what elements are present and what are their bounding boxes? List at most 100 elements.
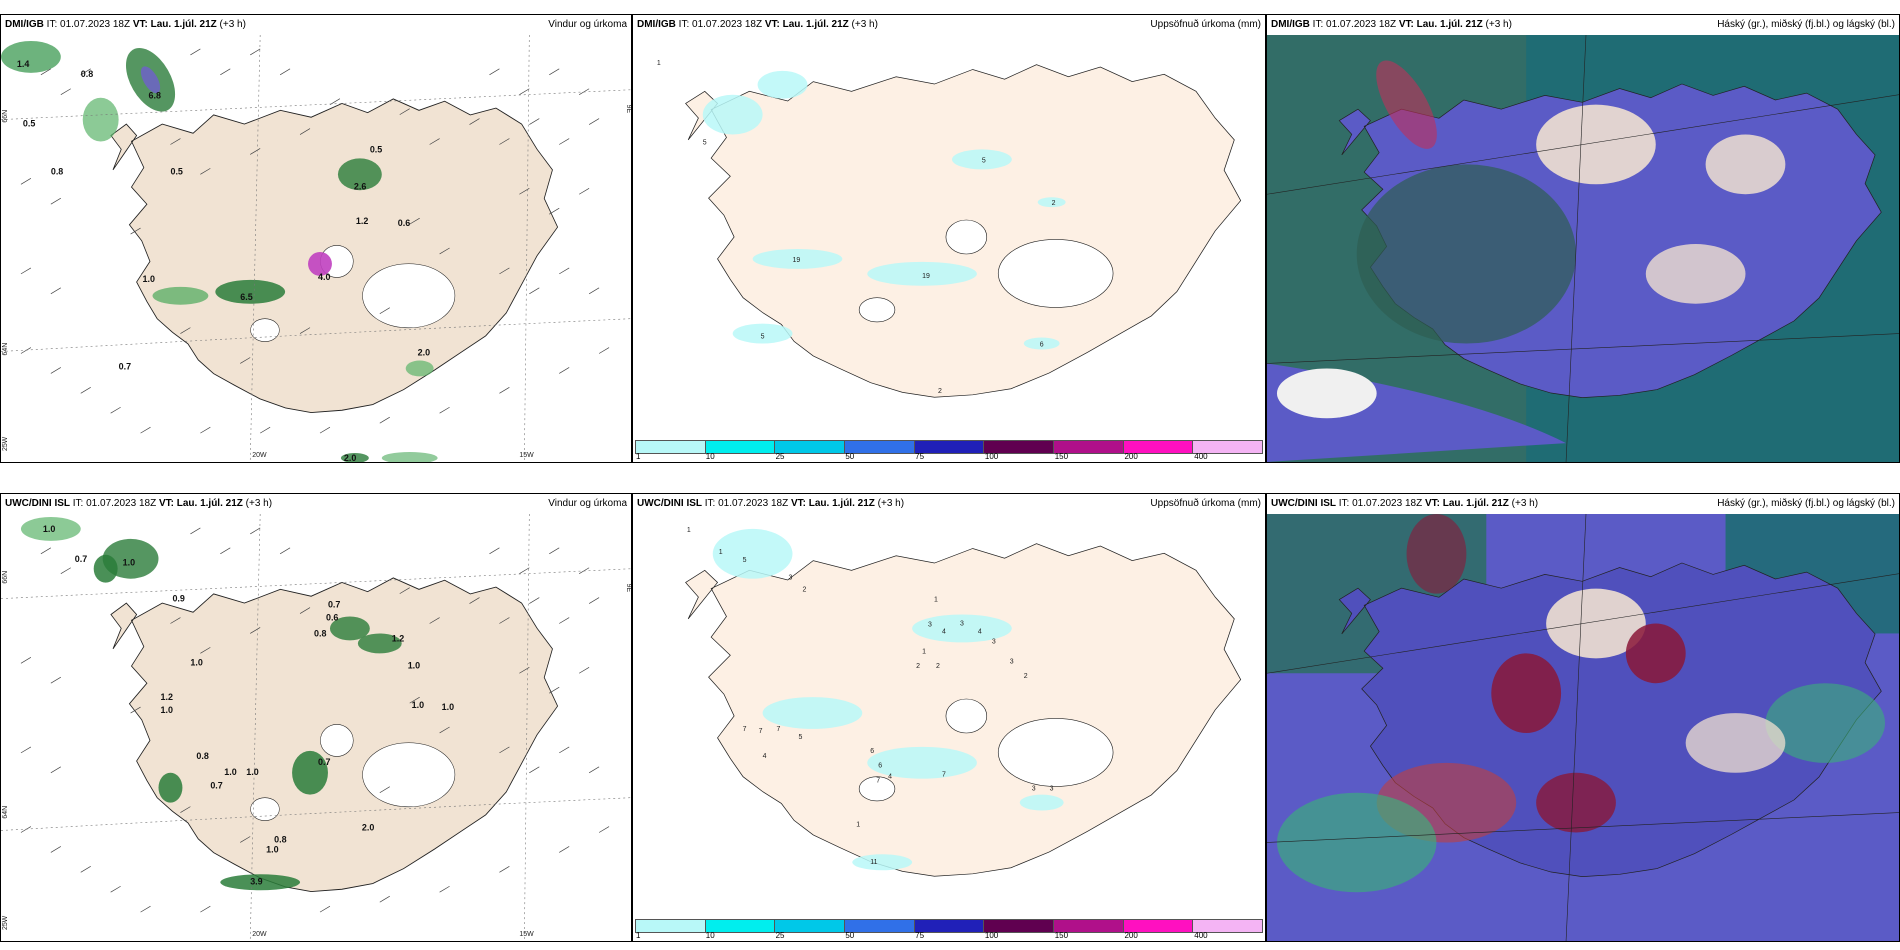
accum-label: 19 (922, 273, 930, 280)
precip-label: 0.7 (119, 361, 131, 371)
map-area[interactable]: 1 1 5 3 2 1 3 4 3 4 3 2 2 1 3 2 7 7 7 5 … (633, 514, 1265, 917)
iceland-land (684, 542, 1242, 877)
precip-label: 0.8 (314, 628, 326, 638)
wind-barbs (20, 48, 610, 434)
precip-label: 0.8 (81, 69, 93, 79)
accum-label: 5 (982, 157, 986, 164)
clouds-map (1267, 35, 1899, 462)
colorbar-tick: 400 (1194, 452, 1208, 461)
accum-label: 4 (942, 628, 946, 635)
accum-label: 6 (870, 748, 874, 755)
accum-label: 3 (928, 621, 932, 628)
accum-precip-map: 1 1 5 3 2 1 3 4 3 4 3 2 2 1 3 2 7 7 7 5 … (684, 527, 1242, 877)
colorbar-tick: 50 (845, 452, 855, 461)
it-label: IT: (72, 498, 84, 509)
colorbar-tick: 200 (1124, 452, 1138, 461)
map-area[interactable]: 1 5 5 19 19 2 5 2 6 (633, 35, 1265, 438)
grid-label-20w: 20W (252, 452, 267, 459)
colorbar-swatch (984, 441, 1055, 453)
panel-wind-precip-dmi: DMI/IGB IT: 01.07.2023 18Z VT: Lau. 1.jú… (0, 14, 632, 463)
colorbar-tick: 400 (1194, 931, 1208, 940)
accum-label: 1 (922, 648, 926, 655)
it-label: IT: (46, 19, 58, 30)
wind-barbs (20, 527, 610, 913)
colorbar-tick: 150 (1054, 931, 1069, 940)
colorbar-tick: 75 (915, 931, 925, 940)
colorbar-tick: 10 (705, 452, 715, 461)
accum-label: 6 (1040, 341, 1044, 348)
accum-label: 7 (759, 728, 763, 735)
grid-label-9e: 9E (625, 584, 631, 593)
iceland-land (684, 63, 1242, 398)
panel-clouds-dmi: DMI/IGB IT: 01.07.2023 18Z VT: Lau. 1.jú… (1266, 14, 1900, 463)
map-area[interactable]: 66N 64N 25W 20W 15W 9E 1.4 0.8 0.5 0.8 6… (1, 35, 631, 462)
latlon-grid (1, 514, 631, 941)
clouds-map (1267, 514, 1899, 941)
vt-label: VT: Lau. 1.júl. 21Z (158, 498, 243, 509)
colorbar-tick: 25 (775, 931, 785, 940)
grid-label-66n: 66N (2, 110, 9, 123)
accum-label: 7 (777, 726, 781, 733)
vt-label: VT: Lau. 1.júl. 21Z (1398, 19, 1483, 30)
it-value: 01.07.2023 18Z (1326, 19, 1397, 30)
vt-label: VT: Lau. 1.júl. 21Z (1424, 498, 1509, 509)
colorbar-swatch (914, 920, 985, 932)
precip-label: 1.0 (246, 767, 258, 777)
wind-precip-map: 66N 64N 25W 20W 15W 9E 1.4 0.8 0.5 0.8 6… (1, 35, 631, 462)
precip-label: 3.9 (250, 876, 262, 886)
vt-label: VT: Lau. 1.júl. 21Z (132, 19, 217, 30)
it-value: 01.07.2023 18Z (60, 19, 131, 30)
accum-label: 11 (870, 859, 877, 866)
colorbar-swatches (635, 440, 1263, 454)
colorbar-tick: 1 (636, 452, 641, 461)
accum-label: 5 (761, 333, 765, 340)
colorbar-swatch (1193, 441, 1263, 453)
precip-label: 0.5 (170, 166, 182, 176)
map-area[interactable] (1267, 514, 1899, 941)
it-value: 01.07.2023 18Z (86, 498, 157, 509)
precip-label: 1.2 (160, 692, 172, 702)
accum-label: 2 (1052, 200, 1056, 207)
map-title: Vindur og úrkoma (548, 498, 627, 509)
accum-label: 4 (888, 774, 892, 781)
panel-header: UWC/DINI ISL IT: 01.07.2023 18Z VT: Lau.… (1267, 494, 1899, 514)
accum-label: 7 (942, 772, 946, 779)
precip-label: 2.0 (344, 453, 356, 462)
accum-label: 19 (792, 257, 800, 264)
precip-label: 1.0 (412, 700, 424, 710)
model-name: DMI/IGB (5, 19, 44, 30)
colorbar-ticks: 1 10 25 50 75 100 150 200 400 (635, 452, 1263, 462)
map-area[interactable]: 66N 64N 25W 20W 15W 9E 1.0 0.7 0.9 1.0 1… (1, 514, 631, 941)
panel-accum-precip-uwc: UWC/DINI ISL IT: 01.07.2023 18Z VT: Lau.… (632, 493, 1266, 942)
vt-label: VT: Lau. 1.júl. 21Z (790, 498, 875, 509)
map-area[interactable] (1267, 35, 1899, 462)
colorbar-swatch (1054, 920, 1124, 932)
model-name: DMI/IGB (637, 19, 676, 30)
it-label: IT: (678, 19, 690, 30)
accum-label: 1 (856, 821, 860, 828)
colorbar-swatch (775, 441, 846, 453)
colorbar-ticks: 1 10 25 50 75 100 150 200 400 (635, 931, 1263, 941)
grid-label-25w: 25W (2, 915, 9, 930)
colorbar-swatch (636, 441, 706, 453)
grid-label-66n: 66N (2, 571, 9, 584)
grid-label-20w: 20W (252, 931, 267, 938)
colorbar-swatch (636, 920, 706, 932)
precip-label: 0.6 (398, 218, 410, 228)
colorbar-tick: 150 (1054, 452, 1069, 461)
it-value: 01.07.2023 18Z (692, 19, 763, 30)
colorbar-tick: 100 (984, 931, 999, 940)
precip-label: 1.4 (17, 59, 29, 69)
colorbar-tick: 1 (636, 931, 641, 940)
grid-label-25w: 25W (2, 436, 9, 451)
accum-label: 7 (743, 726, 747, 733)
precip-label: 6.8 (149, 91, 161, 101)
map-title: Háský (gr.), miðský (fj.bl.) og lágský (… (1717, 498, 1895, 509)
colorbar-tick: 25 (775, 452, 785, 461)
iceland-land (110, 577, 559, 893)
colorbar-swatch (1123, 441, 1194, 453)
accum-label: 5 (743, 557, 747, 564)
accum-label: 2 (916, 663, 920, 670)
accum-label: 7 (876, 778, 880, 785)
precip-label: 4.0 (318, 272, 330, 282)
